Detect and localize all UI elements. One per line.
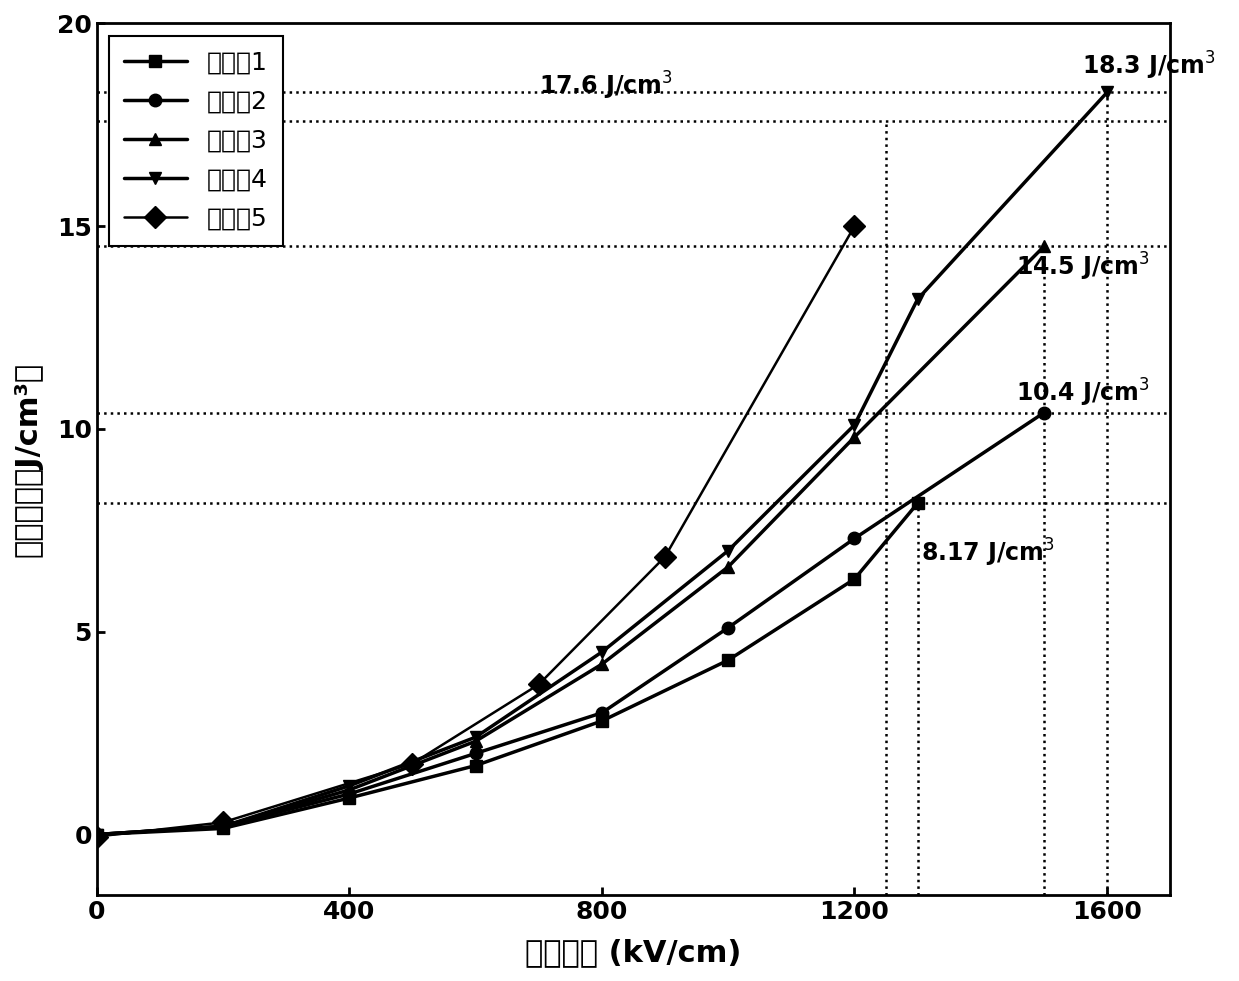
实施例5 xyxy=(847,221,862,232)
实施例4 xyxy=(342,780,357,792)
实施例1 xyxy=(342,792,357,803)
Text: 17.6 J/cm$^3$: 17.6 J/cm$^3$ xyxy=(539,71,673,102)
实施例3 xyxy=(1037,240,1052,252)
实施例4 xyxy=(847,419,862,431)
实施例3 xyxy=(216,820,230,832)
Text: 10.4 J/cm$^3$: 10.4 J/cm$^3$ xyxy=(1016,377,1150,409)
实施例3 xyxy=(595,658,610,670)
实施例1 xyxy=(468,759,483,771)
实施例2 xyxy=(216,820,230,832)
Text: 18.3 J/cm$^3$: 18.3 J/cm$^3$ xyxy=(1082,50,1215,82)
实施例2 xyxy=(1037,407,1052,419)
Text: 8.17 J/cm$^3$: 8.17 J/cm$^3$ xyxy=(921,537,1054,569)
实施例2 xyxy=(342,788,357,800)
实施例5 xyxy=(658,550,673,562)
实施例1 xyxy=(911,497,926,509)
实施例5 xyxy=(532,679,546,691)
Line: 实施例1: 实施例1 xyxy=(90,497,924,841)
实施例4 xyxy=(1100,86,1115,98)
实施例4 xyxy=(468,731,483,743)
Line: 实施例3: 实施例3 xyxy=(90,240,1051,841)
实施例5 xyxy=(216,816,230,828)
Line: 实施例4: 实施例4 xyxy=(90,86,1114,841)
实施例3 xyxy=(847,432,862,443)
Legend: 实施例1, 实施例2, 实施例3, 实施例4, 实施例5: 实施例1, 实施例2, 实施例3, 实施例4, 实施例5 xyxy=(109,36,282,246)
实施例2 xyxy=(721,622,736,634)
实施例3 xyxy=(89,829,104,841)
实施例2 xyxy=(847,533,862,544)
X-axis label: 电场强度 (kV/cm): 电场强度 (kV/cm) xyxy=(525,938,742,967)
Line: 实施例5: 实施例5 xyxy=(89,219,862,845)
实施例5 xyxy=(405,757,420,769)
实施例5 xyxy=(89,831,104,843)
实施例3 xyxy=(342,784,357,796)
实施例2 xyxy=(468,748,483,759)
实施例1 xyxy=(595,715,610,727)
实施例4 xyxy=(216,820,230,832)
实施例2 xyxy=(595,707,610,719)
实施例3 xyxy=(468,736,483,748)
Y-axis label: 储能密度（J/cm³）: 储能密度（J/cm³） xyxy=(14,362,43,557)
实施例1 xyxy=(847,573,862,585)
Line: 实施例2: 实施例2 xyxy=(90,406,1051,841)
实施例2 xyxy=(89,829,104,841)
实施例4 xyxy=(911,293,926,305)
实施例3 xyxy=(721,561,736,573)
实施例1 xyxy=(721,654,736,666)
实施例4 xyxy=(89,829,104,841)
实施例1 xyxy=(216,822,230,834)
Text: 14.5 J/cm$^3$: 14.5 J/cm$^3$ xyxy=(1016,251,1150,283)
实施例1 xyxy=(89,829,104,841)
实施例4 xyxy=(595,646,610,658)
实施例4 xyxy=(721,544,736,556)
